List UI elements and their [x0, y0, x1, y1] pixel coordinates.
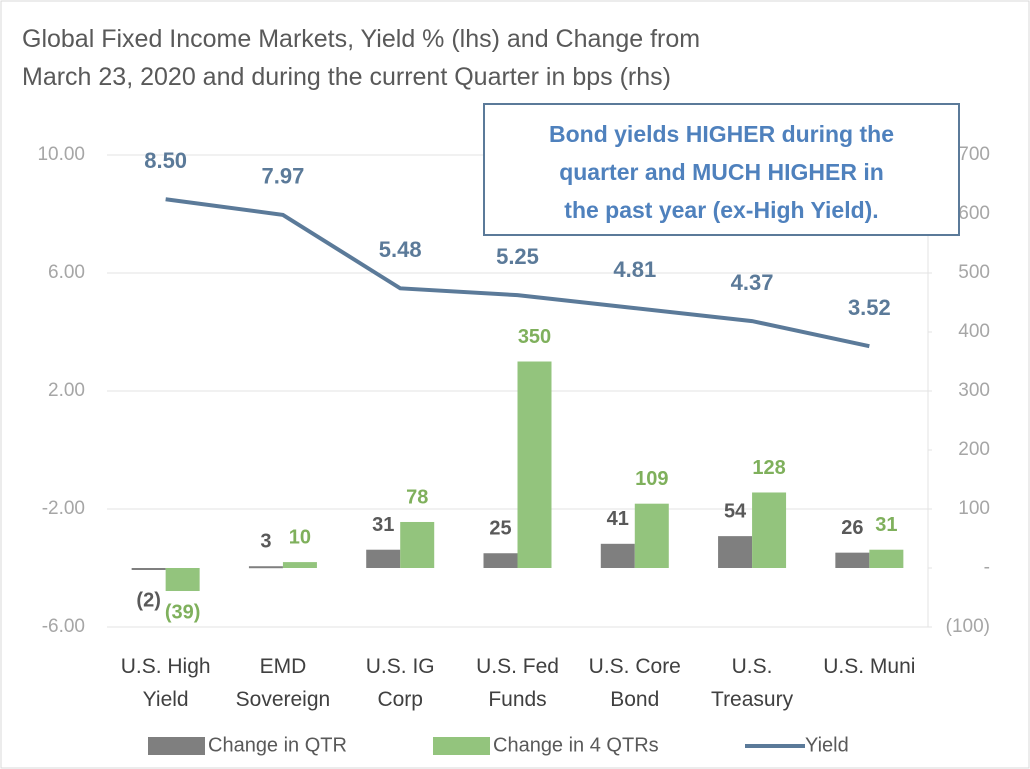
data-label: 5.25 — [496, 244, 539, 269]
bar — [517, 361, 552, 568]
y2-tick-label: 300 — [958, 380, 990, 401]
bar — [835, 552, 870, 568]
data-label: 7.97 — [262, 164, 305, 189]
chart-title: Global Fixed Income Markets, Yield % (lh… — [22, 25, 701, 91]
bar — [248, 566, 283, 569]
data-label: 10 — [289, 526, 311, 548]
x-tick-label: U.S. Treasury — [711, 655, 794, 711]
bar — [282, 562, 317, 568]
x-tick-label: EMD Sovereign — [235, 655, 331, 711]
bar — [483, 553, 518, 568]
y2-tick-label: - — [984, 557, 990, 578]
data-label: 3 — [260, 531, 271, 553]
bar — [366, 549, 401, 568]
data-label: 31 — [372, 514, 394, 536]
legend-label: Yield — [805, 734, 849, 756]
data-label: 4.37 — [731, 270, 774, 295]
data-label: 128 — [752, 457, 785, 479]
data-label: (2) — [136, 589, 160, 611]
x-tick-label: U.S. Fed Funds — [476, 655, 559, 711]
y2-tick-label: 700 — [958, 144, 990, 165]
bar — [718, 536, 753, 568]
y2-tick-label: (100) — [946, 616, 990, 637]
y2-tick-label: 500 — [958, 262, 990, 283]
x-tick-label: U.S. Core Bond — [588, 655, 681, 711]
y2-tick-label: 600 — [958, 203, 990, 224]
bar — [131, 568, 166, 570]
y2-tick-label: 200 — [958, 439, 990, 460]
data-label: 3.52 — [848, 295, 891, 320]
data-label: 41 — [607, 508, 629, 530]
y2-tick-label: 100 — [958, 498, 990, 519]
y-tick-label: 6.00 — [48, 262, 85, 283]
y-tick-label: -2.00 — [42, 498, 85, 519]
bar — [634, 503, 669, 568]
data-label: 5.48 — [379, 237, 422, 262]
data-label: 78 — [406, 486, 428, 508]
x-tick-label: U.S. High Yield — [120, 655, 211, 711]
legend-swatch — [433, 737, 490, 755]
bar — [600, 543, 635, 568]
data-label: 26 — [841, 517, 863, 539]
annotation: Bond yields HIGHER during the quarter an… — [483, 103, 960, 236]
x-tick-label: U.S. Muni — [823, 655, 916, 678]
data-label: 25 — [489, 518, 511, 540]
data-label: (39) — [165, 601, 201, 623]
y-tick-label: -6.00 — [42, 616, 85, 637]
data-label: 4.81 — [613, 257, 656, 282]
legend-label: Change in 4 QTRs — [493, 734, 659, 756]
bar — [869, 549, 904, 568]
y-tick-label: 2.00 — [48, 380, 85, 401]
bar — [165, 568, 200, 592]
legend-swatch — [148, 737, 205, 755]
data-label: 8.50 — [144, 148, 187, 173]
data-label: 109 — [635, 468, 668, 490]
line — [165, 197, 870, 349]
y2-tick-label: 400 — [958, 321, 990, 342]
bar — [400, 521, 435, 568]
data-label: 54 — [724, 500, 747, 522]
legend-label: Change in QTR — [208, 734, 347, 756]
data-label: 31 — [875, 514, 897, 536]
data-label: 350 — [518, 326, 551, 348]
x-tick-label: U.S. IG Corp — [365, 655, 435, 711]
bar — [752, 492, 787, 568]
y-tick-label: 10.00 — [37, 144, 85, 165]
